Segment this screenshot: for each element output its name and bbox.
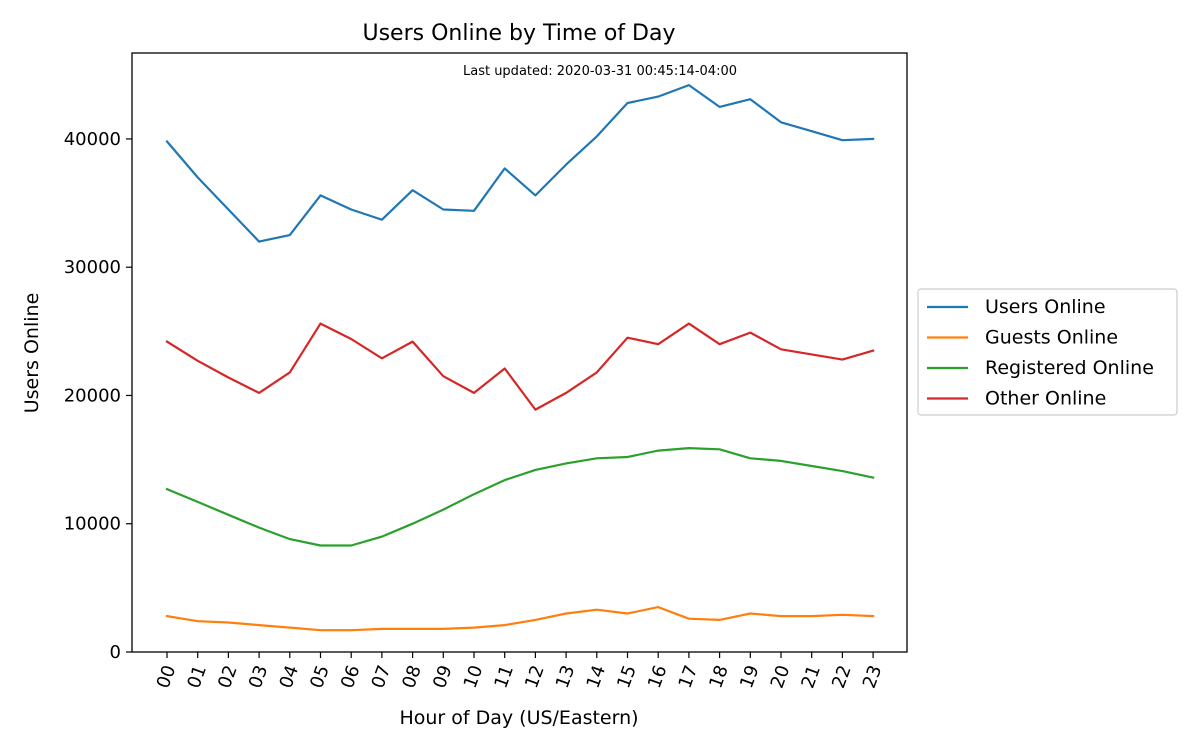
series-line-users-online (165, 83, 875, 243)
series-line-other-online (165, 322, 875, 411)
y-tick-label: 10000 (64, 514, 121, 535)
legend-label-other-online: Other Online (985, 388, 1106, 410)
y-axis-label: Users Online (21, 293, 43, 414)
legend-label-registered-online: Registered Online (985, 357, 1154, 379)
last-updated-annotation: Last updated: 2020-03-31 00:45:14-04:00 (463, 64, 737, 79)
series-line-guests-online (165, 605, 875, 632)
y-tick-label: 30000 (64, 257, 121, 278)
legend-label-users-online: Users Online (985, 296, 1106, 318)
y-tick-label: 40000 (64, 129, 121, 150)
axes-frame (131, 52, 908, 653)
legend-frame (917, 288, 1178, 416)
chart-title: Users Online by Time of Day (362, 21, 675, 46)
series-line-registered-online (165, 447, 875, 547)
legend: Users Online Guests Online Registered Onli… (917, 288, 1178, 416)
y-tick-label: 0 (110, 642, 121, 663)
legend-label-guests-online: Guests Online (985, 327, 1118, 349)
x-axis-label: Hour of Day (US/Eastern) (399, 707, 638, 729)
y-tick-label: 20000 (64, 385, 121, 406)
